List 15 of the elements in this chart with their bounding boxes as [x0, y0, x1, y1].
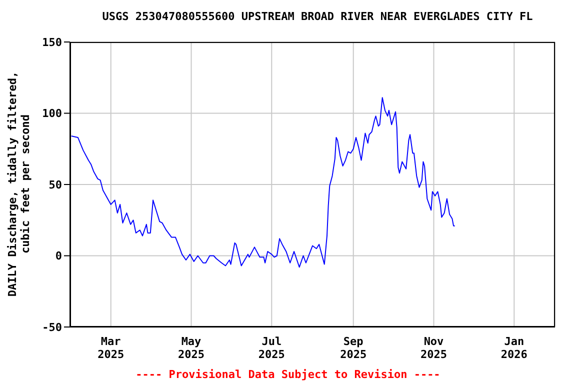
x-tick-label: Sep 2025	[340, 335, 367, 361]
y-tick-label: -50	[42, 320, 62, 334]
x-tick-label: Mar 2025	[98, 335, 124, 361]
chart-title: USGS 253047080555600 UPSTREAM BROAD RIVER NEAR EVERGLADES CITY FL	[101, 10, 534, 23]
line-series	[70, 97, 456, 268]
text: ---- Provisional Data Subject to Revision ----	[134, 368, 442, 381]
y-tick-label: 100	[42, 107, 62, 120]
y-tick-label: 150	[42, 36, 62, 49]
x-tick-label: Nov 2025	[420, 335, 447, 361]
x-tick-label: Jan 2026	[500, 335, 528, 361]
y-tick-label: 50	[48, 178, 62, 192]
y-tick-label: 0	[55, 250, 62, 263]
x-tick-label: Jul 2025	[258, 335, 285, 361]
y-axis-title: DAILY Discharge, tidally filtered, cubic feet per second	[6, 71, 32, 297]
x-tick-label: May 2025	[178, 335, 204, 361]
